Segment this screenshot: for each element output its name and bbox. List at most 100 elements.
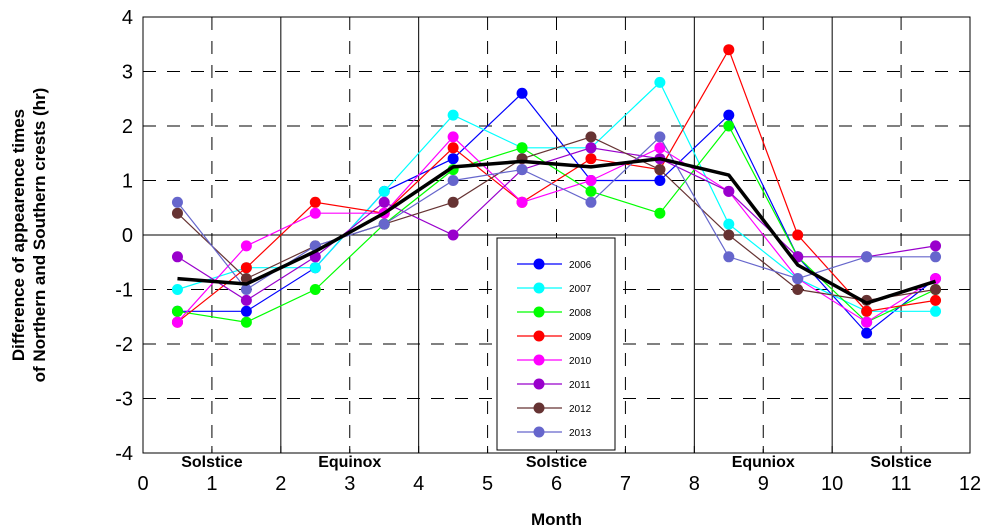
data-point <box>654 131 666 143</box>
data-point <box>516 142 528 154</box>
legend-label: 2011 <box>569 380 591 391</box>
data-point <box>654 175 666 186</box>
data-point <box>171 196 183 208</box>
season-label: Equniox <box>732 454 795 471</box>
data-point <box>792 229 804 241</box>
x-tick-label: 10 <box>821 473 843 495</box>
y-tick-label: -3 <box>115 389 133 411</box>
y-axis-title-line-1: Difference of appearence times <box>9 109 28 361</box>
season-labels: Solstice Equinox Solstice Equniox Solstice <box>181 454 932 471</box>
series-line <box>177 147 936 302</box>
x-tick-label: 6 <box>551 473 562 495</box>
mean-series <box>177 156 937 305</box>
legend-item-2013: 2013 <box>517 426 592 439</box>
data-point <box>447 131 459 143</box>
season-label: Solstice <box>526 454 587 471</box>
legend-swatch-marker <box>533 258 545 270</box>
legend-label: 2009 <box>569 332 592 343</box>
data-point <box>240 262 252 274</box>
x-tick-label: 2 <box>275 473 286 495</box>
legend-label: 2007 <box>569 284 592 295</box>
x-tick-label: 0 <box>137 473 148 495</box>
data-point <box>171 284 183 295</box>
data-point <box>309 262 321 274</box>
data-point <box>447 109 459 121</box>
data-point <box>585 185 597 197</box>
legend-item-2012: 2012 <box>517 402 592 415</box>
legend-item-2010: 2010 <box>517 354 592 367</box>
data-point <box>930 305 942 317</box>
data-point <box>723 109 735 121</box>
x-tick-label: 1 <box>206 473 217 495</box>
legend-swatch-marker <box>533 354 545 366</box>
legend-swatch-marker <box>533 378 545 390</box>
data-point <box>930 251 942 263</box>
y-tick-label: 1 <box>122 171 133 193</box>
data-point <box>585 196 597 208</box>
x-tick-label: 11 <box>891 473 912 495</box>
data-point <box>723 218 735 230</box>
season-label: Solstice <box>870 454 931 471</box>
data-point <box>171 251 183 263</box>
data-point <box>861 316 873 328</box>
data-point <box>309 196 321 208</box>
legend-item-2011: 2011 <box>517 378 591 391</box>
data-point <box>516 196 528 208</box>
data-point <box>309 207 321 219</box>
x-tick-label: 12 <box>959 473 981 495</box>
data-point <box>378 196 390 208</box>
data-point <box>447 153 459 165</box>
data-point <box>654 164 666 176</box>
y-tick-label: -4 <box>115 443 133 465</box>
legend-swatch-marker <box>533 426 545 438</box>
data-point <box>516 87 528 99</box>
data-point <box>930 240 942 252</box>
y-tick-label: 4 <box>122 7 133 29</box>
y-tick-label: -2 <box>115 334 133 356</box>
data-point <box>792 284 804 295</box>
data-point <box>654 207 666 219</box>
x-tick-label: 3 <box>344 473 355 495</box>
data-point <box>171 316 183 328</box>
x-tick-label: 8 <box>689 473 700 495</box>
data-point <box>723 185 735 197</box>
data-point <box>723 251 735 263</box>
data-point <box>240 316 252 328</box>
season-label: Equinox <box>318 454 381 471</box>
y-axis-title-line-2: of Northern and Southern crests (hr) <box>30 88 49 383</box>
y-tick-label: 0 <box>122 225 133 247</box>
series-line <box>177 124 936 323</box>
data-point <box>654 76 666 88</box>
data-point <box>447 175 459 186</box>
data-point <box>861 305 873 317</box>
series-line <box>177 48 936 323</box>
legend-swatch-marker <box>533 282 545 294</box>
data-point <box>585 153 597 165</box>
legend-label: 2012 <box>569 404 592 415</box>
data-point <box>723 44 735 56</box>
data-point <box>378 185 390 197</box>
data-point <box>654 142 666 154</box>
data-point <box>240 240 252 252</box>
data-point <box>447 142 459 154</box>
x-tick-label: 5 <box>482 473 493 495</box>
data-point <box>930 284 942 295</box>
legend-swatch-marker <box>533 306 545 318</box>
x-tick-label: 9 <box>758 473 769 495</box>
season-label: Solstice <box>181 454 242 471</box>
data-point <box>585 142 597 154</box>
data-point <box>447 196 459 208</box>
legend-box <box>496 237 616 451</box>
data-series <box>171 44 942 339</box>
legend-label: 2008 <box>569 308 592 319</box>
y-tick-label: 3 <box>122 62 133 84</box>
data-point <box>930 294 942 306</box>
legend-label: 2010 <box>569 356 592 367</box>
series-2013 <box>171 131 942 295</box>
legend-item-2008: 2008 <box>517 306 592 319</box>
x-tick-label: 4 <box>413 473 424 495</box>
x-axis-title: Month <box>531 510 582 529</box>
data-point <box>723 229 735 241</box>
legend-label: 2006 <box>569 260 592 271</box>
